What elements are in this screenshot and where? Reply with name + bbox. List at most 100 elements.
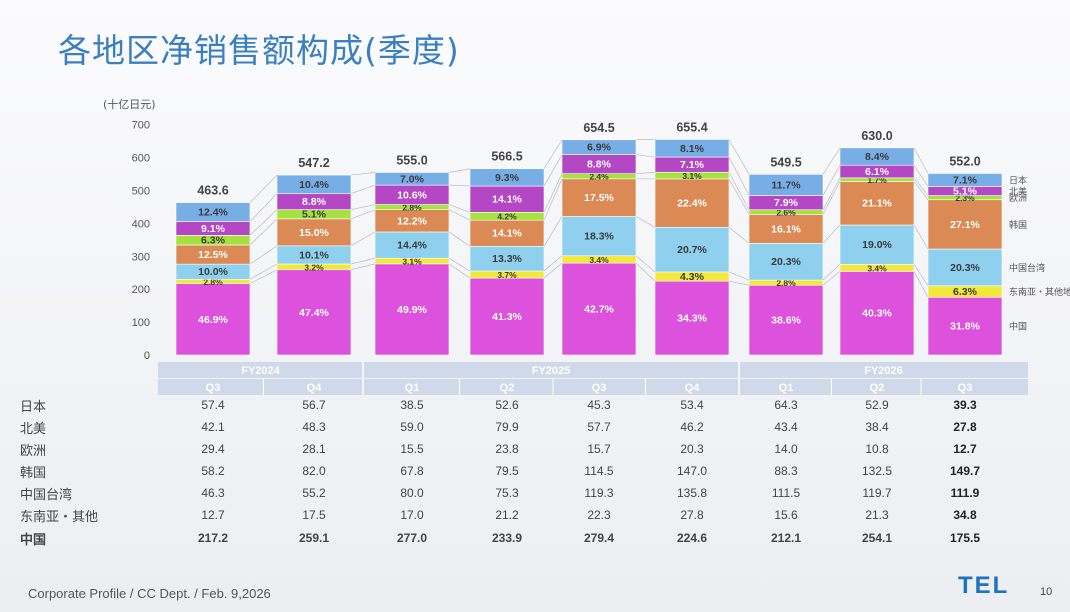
segment-connector-line bbox=[913, 264, 929, 287]
segment-connector-line bbox=[249, 218, 278, 246]
table-cell-europe: 20.3 bbox=[680, 442, 704, 456]
segment-connector-line bbox=[350, 209, 376, 220]
segment-pct-label: 5.1% bbox=[953, 185, 978, 197]
legend-label-europe: 欧洲 bbox=[1009, 192, 1027, 204]
table-cell-north_america: 57.7 bbox=[587, 420, 611, 434]
bar-segment-korea bbox=[469, 219, 545, 247]
segment-pct-label: 47.4% bbox=[299, 307, 329, 319]
y-axis-unit-label: (十亿日元) bbox=[103, 98, 156, 111]
segment-pct-label: 6.9% bbox=[587, 142, 612, 154]
bar-total-label: 552.0 bbox=[949, 154, 980, 168]
bar-segment-korea bbox=[748, 214, 824, 244]
table-cell-china: 224.6 bbox=[677, 531, 707, 545]
bar-segment-taiwan bbox=[748, 243, 824, 281]
table-cell-japan: 52.9 bbox=[865, 398, 889, 412]
legend-label-korea: 韩国 bbox=[1009, 219, 1027, 231]
segment-pct-label: 13.3% bbox=[492, 253, 522, 265]
segment-pct-label: 49.9% bbox=[397, 304, 427, 316]
table-cell-japan: 45.3 bbox=[587, 398, 611, 412]
segment-pct-label: 6.3% bbox=[953, 286, 978, 298]
table-cell-north_america: 48.3 bbox=[302, 420, 326, 434]
segment-connector-line bbox=[448, 263, 471, 279]
segment-pct-label: 6.3% bbox=[201, 235, 226, 247]
bar-segment-china bbox=[654, 280, 730, 356]
bar-segment-korea bbox=[839, 181, 915, 226]
bar-segment-japan bbox=[839, 147, 915, 166]
table-cell-china: 254.1 bbox=[862, 531, 892, 545]
quarter-label: Q2 bbox=[500, 382, 515, 394]
table-cell-japan: 39.3 bbox=[953, 398, 977, 412]
bar-segment-japan bbox=[175, 202, 251, 222]
segment-pct-label: 1.7% bbox=[867, 175, 887, 185]
segment-connector-line bbox=[728, 280, 750, 286]
bar-segment-taiwan bbox=[561, 216, 637, 257]
quarter-label: Q1 bbox=[405, 382, 420, 394]
segment-pct-label: 10.6% bbox=[397, 189, 427, 201]
legend-label-china: 中国 bbox=[1009, 321, 1027, 333]
segment-connector-line bbox=[249, 263, 278, 280]
segment-connector-line bbox=[350, 231, 376, 247]
table-cell-china: 212.1 bbox=[771, 531, 801, 545]
table-cell-korea: 114.5 bbox=[584, 464, 613, 478]
y-tick-label: 700 bbox=[132, 120, 150, 132]
segment-pct-label: 10.4% bbox=[299, 179, 329, 191]
table-cell-japan: 64.3 bbox=[774, 398, 798, 412]
table-cell-sea_other: 21.2 bbox=[495, 508, 519, 522]
table-cell-europe: 14.0 bbox=[774, 442, 798, 456]
bar-segment-china bbox=[748, 284, 824, 356]
segment-connector-line bbox=[635, 154, 656, 158]
table-cell-japan: 38.5 bbox=[400, 398, 424, 412]
segment-pct-label: 3.2% bbox=[304, 262, 324, 272]
segment-connector-line bbox=[448, 209, 471, 221]
segment-connector-line bbox=[822, 181, 841, 215]
segment-connector-line bbox=[249, 193, 278, 222]
bar-segment-japan bbox=[654, 139, 730, 158]
bar-total-label: 630.0 bbox=[861, 129, 892, 143]
segment-pct-label: 3.1% bbox=[402, 257, 422, 267]
segment-connector-line bbox=[350, 257, 376, 265]
table-cell-sea_other: 17.5 bbox=[302, 508, 326, 522]
table-cell-sea_other: 34.8 bbox=[953, 508, 977, 522]
bar-segment-korea bbox=[561, 178, 637, 217]
segment-connector-line bbox=[635, 171, 656, 175]
y-tick-label: 500 bbox=[132, 186, 150, 198]
segment-connector-line bbox=[543, 255, 563, 272]
table-row-label-sea_other: 东南亚・其他 bbox=[20, 510, 99, 525]
table-row-label-europe: 欧洲 bbox=[20, 444, 47, 459]
quarter-label: Q3 bbox=[206, 382, 221, 394]
table-cell-taiwan: 119.3 bbox=[584, 486, 613, 500]
bar-segment-taiwan bbox=[469, 245, 545, 272]
segment-pct-label: 5.1% bbox=[302, 209, 327, 221]
segment-pct-label: 8.8% bbox=[302, 196, 327, 208]
bar-total-label: 547.2 bbox=[298, 156, 329, 170]
y-tick-label: 100 bbox=[132, 317, 150, 329]
segment-pct-label: 8.1% bbox=[680, 143, 705, 155]
segment-pct-label: 2.3% bbox=[955, 193, 975, 203]
bar-segment-china bbox=[469, 277, 545, 356]
table-cell-europe: 29.4 bbox=[201, 442, 225, 456]
company-logo: TEL bbox=[958, 572, 1010, 599]
segment-pct-label: 11.7% bbox=[771, 179, 801, 191]
bar-total-label: 555.0 bbox=[396, 153, 427, 167]
table-cell-japan: 53.4 bbox=[680, 398, 704, 412]
segment-connector-line bbox=[635, 262, 656, 282]
quarter-label: Q3 bbox=[592, 382, 607, 394]
segment-pct-label: 20.7% bbox=[677, 244, 707, 256]
segment-connector-line bbox=[822, 165, 841, 196]
segment-connector-line bbox=[350, 184, 376, 195]
bar-total-label: 654.5 bbox=[583, 121, 614, 135]
fiscal-year-label: FY2025 bbox=[532, 365, 571, 377]
table-cell-china: 277.0 bbox=[397, 531, 427, 545]
bar-segment-japan bbox=[748, 174, 824, 196]
table-cell-europe: 12.7 bbox=[953, 442, 977, 456]
segment-pct-label: 20.3% bbox=[950, 262, 980, 274]
segment-pct-label: 4.3% bbox=[680, 271, 705, 283]
stacked-bar-chart: 0 100 200 300 400 500 600 700 FY2024 FY2025 FY2026… bbox=[132, 120, 1070, 545]
table-cell-north_america: 43.4 bbox=[774, 420, 798, 434]
table-cell-north_america: 42.1 bbox=[201, 420, 225, 434]
table-cell-taiwan: 119.7 bbox=[862, 486, 891, 500]
segment-connector-line bbox=[543, 139, 563, 169]
bar-segment-japan bbox=[561, 139, 637, 155]
bar-segment-japan bbox=[374, 172, 450, 186]
segment-pct-label: 7.9% bbox=[774, 197, 799, 209]
